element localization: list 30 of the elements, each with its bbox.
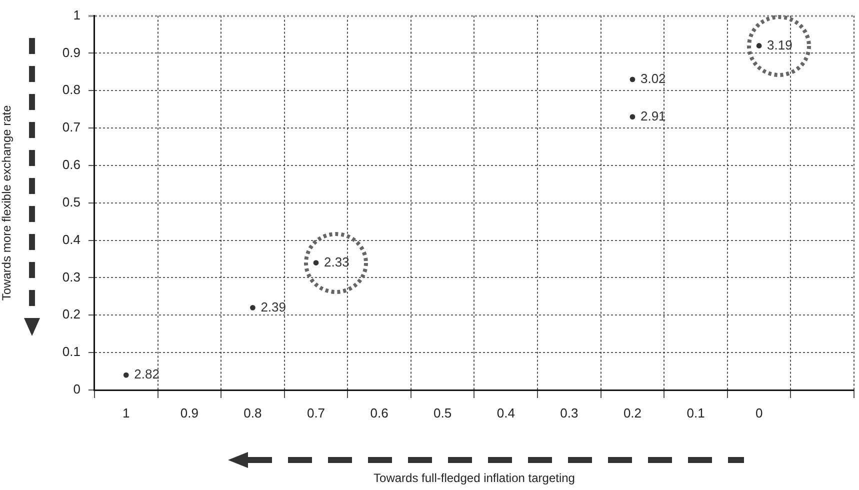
x-tick-label: 0.3 xyxy=(560,405,578,420)
x-tick-label: 0.9 xyxy=(180,405,198,420)
y-tick-label: 0.6 xyxy=(62,157,80,172)
x-tick-label: 0 xyxy=(755,405,763,420)
annotation: 2.82 xyxy=(134,366,160,382)
x-tick-label: 0.1 xyxy=(686,405,705,420)
annotation: 3.02 xyxy=(640,70,666,86)
x-tick-label: 0.8 xyxy=(244,405,262,420)
y-tick-label: 0.3 xyxy=(62,269,80,284)
x-tick-label: 1 xyxy=(122,405,130,420)
annotation: 2.39 xyxy=(260,299,286,314)
y-tick-label: 0.9 xyxy=(62,44,80,60)
x-tick-label: 0.2 xyxy=(623,405,642,420)
annotation: 3.19 xyxy=(767,37,792,52)
y-tick-label: 0.5 xyxy=(62,194,80,210)
x-tick-label: 0.5 xyxy=(434,405,452,420)
y-tick-label: 0.2 xyxy=(62,306,80,322)
y-tick-label: 0.1 xyxy=(62,344,80,360)
annotation: 2.91 xyxy=(640,108,666,124)
y-tick-label: 1 xyxy=(73,7,80,22)
x-tick-label: 0.6 xyxy=(370,405,388,420)
x-tick-label: 0.4 xyxy=(496,405,515,420)
y-axis-title: Towards more flexible exchange rate xyxy=(0,104,14,301)
y-tick-label: 0.4 xyxy=(62,232,80,247)
x-axis-title: Towards full-fledged inflation targeting xyxy=(374,471,575,486)
y-tick-label: 0 xyxy=(73,382,80,397)
y-tick-label: 0.7 xyxy=(62,120,80,135)
annotation: 2.33 xyxy=(324,254,350,270)
y-tick-label: 0.8 xyxy=(62,82,80,98)
x-tick-label: 0.7 xyxy=(306,405,326,420)
